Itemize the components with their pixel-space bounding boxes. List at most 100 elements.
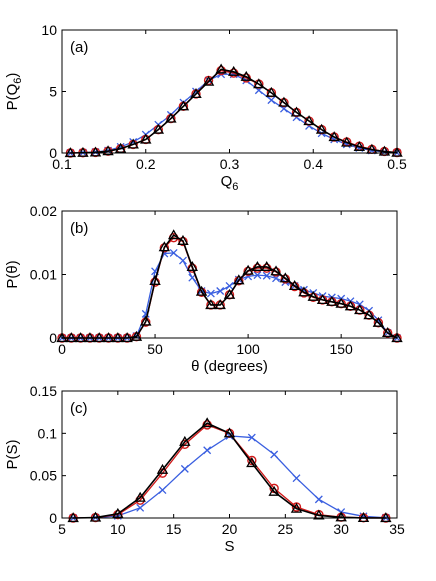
series-o [57,232,402,343]
data-point [313,509,325,520]
data-point [372,316,385,327]
data-point [247,433,256,442]
series-line [73,435,386,519]
data-point [262,271,271,280]
x-axis-label: Q6 [221,173,239,193]
y-axis-label: P(S) [4,439,21,469]
data-point [156,463,169,474]
data-point [246,457,258,468]
data-point [130,330,143,341]
data-point [201,417,213,428]
data-point [233,274,245,285]
data-point [298,286,310,297]
data-point [278,96,290,107]
data-point [102,145,114,156]
data-point [152,123,165,134]
data-point [353,140,366,151]
data-point [114,142,127,153]
data-point [240,70,252,81]
data-point [268,485,280,496]
y-axis-label: P(θ) [4,260,21,288]
data-point [202,75,215,86]
data-point [253,271,262,280]
series-line [62,236,398,339]
series-line [70,68,398,154]
data-point [74,332,87,343]
x-axis-label: S [224,538,234,555]
y-tick-label: 0 [49,330,57,346]
data-point [177,234,189,245]
data-point [215,63,227,74]
data-point [165,112,177,123]
data-point [190,88,202,99]
data-point [67,512,79,523]
data-point [112,332,124,343]
data-point [290,106,303,117]
data-point [247,455,257,466]
data-point [315,123,328,134]
data-point [303,115,315,126]
data-point [179,435,191,446]
data-point [335,511,347,522]
data-point [314,495,323,504]
x-tick-label: 10 [110,521,126,537]
data-point [203,446,212,455]
x-tick-label: 0 [58,341,66,357]
x-tick-label: 0.3 [220,156,240,172]
data-point [305,121,314,130]
data-point [169,248,178,257]
y-axis-label-close: ) [4,73,21,78]
series-line [73,424,386,519]
data-point [149,274,161,285]
data-point [380,512,392,523]
data-point [216,287,225,295]
series-line [73,422,386,519]
data-point [93,332,105,343]
data-point [270,265,282,276]
x-tick-label: 5 [58,521,66,537]
data-point [177,100,190,111]
data-point [354,304,366,315]
data-point [253,78,265,89]
data-point [227,65,240,76]
data-point [391,332,403,343]
data-point [77,146,89,157]
data-point [279,272,292,283]
panel-3: 5 10 15 20 25 30 35 0 0.05 0.1 0.15 (c) S P(S) [4,383,405,555]
panel-2: 0 50 100 150 0 0.01 0.02 (b) θ (degrees) P(θ) [4,203,403,375]
data-point [251,260,264,271]
x-axis-label-subscript: 6 [232,181,238,193]
y-tick-label: 0 [49,510,57,526]
series-x [69,431,390,522]
data-point [206,289,215,298]
x-tick-label: 0.5 [387,156,407,172]
y-tick-label: 0 [49,145,57,161]
x-tick-label: 100 [236,341,260,357]
y-axis-label-subscript: 6 [12,78,24,84]
data-point [267,96,276,105]
y-tick-label: 0.05 [30,468,57,484]
data-point [316,293,329,305]
y-tick-label: 0.02 [30,203,57,219]
data-point [205,299,217,310]
x-tick-label: 25 [278,521,294,537]
data-point [288,280,301,291]
y-tick-label: 5 [49,84,57,100]
data-point [158,241,171,252]
data-point [167,229,180,240]
data-point [136,503,145,512]
data-point [307,290,319,301]
y-tick-label: 0.01 [30,267,57,283]
plot-frame [61,390,398,519]
data-point [292,474,301,483]
data-point [134,491,146,502]
x-tick-label: 30 [333,521,349,537]
data-point [328,131,340,142]
x-tick-label: 50 [147,341,163,357]
data-point [180,464,189,473]
data-point [186,260,198,271]
y-axis-label: P(Q6) [4,73,24,111]
data-point [270,450,279,459]
plot-frame [61,29,398,154]
panel-label: (a) [70,39,88,56]
